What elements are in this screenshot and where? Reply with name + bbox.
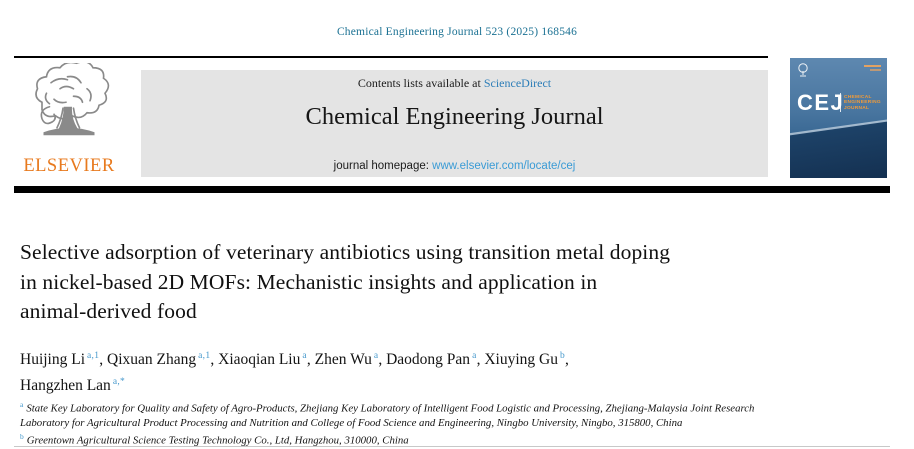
header-top-rule bbox=[14, 56, 768, 58]
author-affiliation-ref[interactable]: b bbox=[559, 351, 566, 361]
homepage-line: journal homepage: www.elsevier.com/locat… bbox=[141, 160, 768, 172]
cover-journal-title-line: CHEMICAL bbox=[844, 95, 872, 100]
author-separator: , bbox=[306, 351, 315, 369]
affiliations-block: a State Key Laboratory for Quality and Sa… bbox=[20, 398, 790, 448]
homepage-link[interactable]: www.elsevier.com/locate/cej bbox=[432, 160, 576, 172]
journal-title: Chemical Engineering Journal bbox=[305, 103, 604, 130]
homepage-prefix: journal homepage: bbox=[333, 160, 433, 172]
author-name: Xiuying Gu b bbox=[484, 351, 565, 368]
authors-line: Huijing Li a,1, Qixuan Zhang a,1, Xiaoqian… bbox=[20, 345, 765, 397]
contents-prefix: Contents lists available at bbox=[357, 76, 484, 90]
author-name: Huijing Li a,1 bbox=[20, 351, 99, 368]
journal-banner: Contents lists available at ScienceDirec… bbox=[141, 70, 768, 177]
author-affiliation-ref[interactable]: a,1 bbox=[87, 351, 100, 361]
author-name-text: Daodong Pan bbox=[386, 351, 471, 369]
author-name-text: Xiaoqian Liu bbox=[218, 351, 301, 369]
article-title: Selective adsorption of veterinary antib… bbox=[20, 238, 810, 327]
author-affiliation-ref[interactable]: a bbox=[373, 351, 379, 361]
affiliation-entry: b Greentown Agricultural Science Testing … bbox=[20, 430, 790, 448]
article-title-line: Selective adsorption of veterinary antib… bbox=[20, 240, 671, 264]
author-name: Qixuan Zhang a,1 bbox=[107, 351, 210, 368]
affiliation-marker: a bbox=[20, 400, 24, 409]
author-affiliation-ref[interactable]: a,* bbox=[112, 377, 126, 388]
elsevier-wordmark: ELSEVIER bbox=[23, 156, 115, 176]
author-name: Daodong Pan a bbox=[386, 351, 476, 368]
author-name-text: Huijing Li bbox=[20, 351, 86, 369]
cover-divider-line bbox=[840, 93, 841, 112]
author-separator: , bbox=[210, 351, 219, 369]
author-name: Hangzhen Lan a,* bbox=[20, 377, 125, 394]
author-name-text: Hangzhen Lan bbox=[20, 377, 111, 395]
header-thick-rule bbox=[14, 186, 890, 193]
elsevier-tree-icon bbox=[16, 63, 122, 155]
author-separator: , bbox=[565, 351, 569, 369]
author-separator: , bbox=[99, 351, 108, 369]
elsevier-logo: ELSEVIER bbox=[16, 63, 122, 180]
affiliation-text: State Key Laboratory for Quality and Saf… bbox=[20, 402, 755, 429]
journal-citation: Chemical Engineering Journal 523 (2025) … bbox=[336, 26, 578, 38]
author-affiliation-ref[interactable]: a bbox=[302, 351, 307, 361]
author-name-text: Zhen Wu bbox=[314, 351, 372, 369]
affiliation-marker: b bbox=[20, 432, 24, 441]
cover-cej-abbrev: CEJ bbox=[797, 90, 845, 115]
author-name-text: Qixuan Zhang bbox=[107, 351, 197, 369]
sciencedirect-link[interactable]: ScienceDirect bbox=[483, 76, 552, 90]
contents-line: Contents lists available at ScienceDirec… bbox=[141, 76, 768, 91]
cover-journal-title: CHEMICAL ENGINEERING JOURNAL bbox=[844, 95, 881, 111]
author-affiliation-ref[interactable]: a bbox=[472, 351, 477, 361]
article-title-line: animal-derived food bbox=[20, 299, 197, 323]
author-affiliation-ref[interactable]: a,1 bbox=[198, 351, 211, 361]
cover-journal-title-line: ENGINEERING bbox=[844, 100, 881, 106]
journal-cover-thumbnail: CEJ CHEMICAL ENGINEERING JOURNAL bbox=[790, 58, 887, 178]
article-title-line: in nickel-based 2D MOFs: Mechanistic ins… bbox=[20, 269, 598, 294]
affiliation-entry: a State Key Laboratory for Quality and Sa… bbox=[20, 398, 790, 430]
author-separator: , bbox=[476, 351, 485, 369]
cover-journal-title-line: JOURNAL bbox=[844, 105, 870, 111]
author-name-text: Xiuying Gu bbox=[484, 351, 558, 369]
author-name: Zhen Wu a bbox=[315, 351, 379, 368]
elsevier-mini-tree-icon bbox=[797, 63, 809, 84]
author-separator: , bbox=[378, 351, 387, 369]
affiliation-text: Greentown Agricultural Science Testing T… bbox=[26, 434, 409, 447]
cover-volume-info-bar2 bbox=[870, 69, 881, 71]
cover-volume-info-bar bbox=[864, 65, 881, 67]
author-name: Xiaoqian Liu a bbox=[218, 351, 307, 368]
footnote-divider-rule bbox=[14, 446, 890, 447]
